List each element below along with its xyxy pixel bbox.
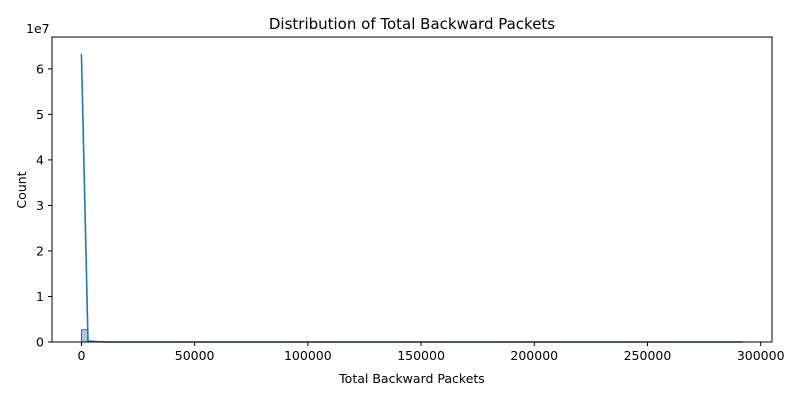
y-tick-label-4: 4 <box>36 152 44 167</box>
plot-frame <box>51 36 773 343</box>
x-tick-label-5: 250000 <box>624 348 672 363</box>
x-tick-label-4: 200000 <box>510 348 558 363</box>
y-axis: 0 1 2 3 4 5 6 <box>36 61 52 350</box>
y-tick-label-2: 2 <box>36 243 44 258</box>
y-axis-label: Count <box>14 171 29 208</box>
y-tick-label-5: 5 <box>36 107 44 122</box>
y-tick-label-1: 1 <box>36 289 44 304</box>
y-offset-label: 1e7 <box>26 21 50 36</box>
kde-line <box>80 53 743 343</box>
y-tick-label-0: 0 <box>36 335 44 350</box>
x-axis-label: Total Backward Packets <box>338 371 485 386</box>
plot-area <box>51 36 773 343</box>
x-tick-label-2: 100000 <box>284 348 332 363</box>
x-tick-label-6: 300000 <box>737 348 785 363</box>
y-tick-label-3: 3 <box>36 198 44 213</box>
y-tick-label-6: 6 <box>36 61 44 76</box>
x-tick-label-0: 0 <box>77 348 85 363</box>
x-tick-label-1: 50000 <box>175 348 215 363</box>
x-axis: 0 50000 100000 150000 200000 250000 300000 <box>77 342 785 363</box>
x-tick-label-3: 150000 <box>397 348 445 363</box>
chart-title: Distribution of Total Backward Packets <box>269 15 555 33</box>
